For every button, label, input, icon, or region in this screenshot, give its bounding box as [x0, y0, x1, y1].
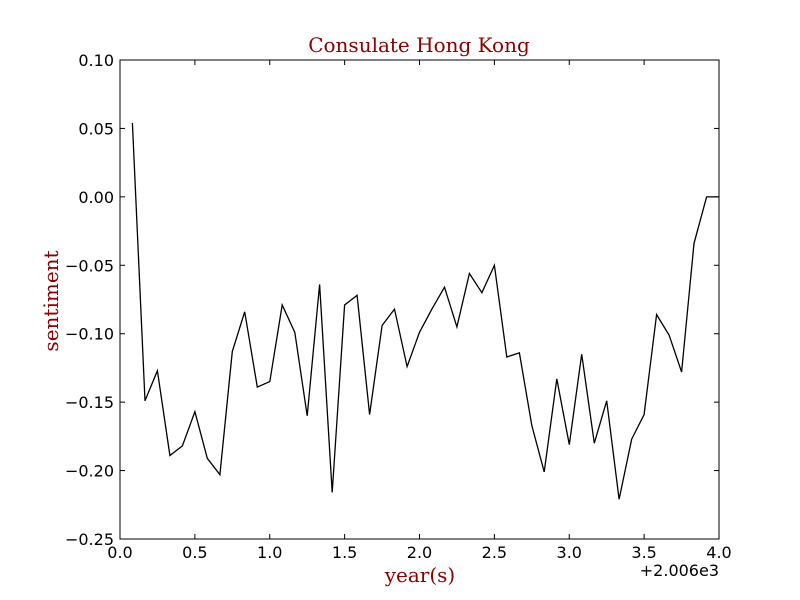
- y-tick-label: 0.10: [78, 51, 114, 70]
- x-tick-label: 3.0: [557, 543, 582, 562]
- y-tick-label: 0.05: [78, 119, 114, 138]
- x-axis-offset-label: +2.006e3: [640, 561, 719, 580]
- series-line-0: [131, 122, 719, 500]
- chart-title: Consulate Hong Kong: [308, 33, 530, 57]
- x-axis-title: year(s): [384, 563, 456, 587]
- y-tick-label: 0.00: [78, 188, 114, 207]
- x-tick-label: 1.5: [332, 543, 357, 562]
- x-tick-label: 1.0: [257, 543, 282, 562]
- x-tick-label: 4.0: [706, 543, 731, 562]
- y-tick-label: −0.25: [65, 530, 114, 549]
- plot-area: 0.0 0.5 1.0 1.5 2.0 2.5 3.0 3.5 4.0 0.10 0.05 0.00 −…: [65, 51, 732, 562]
- y-axis-title: sentiment: [39, 250, 63, 351]
- y-tick-label: −0.10: [65, 325, 114, 344]
- x-tick-label: 0.5: [182, 543, 207, 562]
- plot-frame: [119, 59, 720, 540]
- y-tick-label: −0.05: [65, 256, 114, 275]
- x-tick-label: 3.5: [631, 543, 656, 562]
- x-tick-label: 2.5: [482, 543, 507, 562]
- x-tick-label: 0.0: [107, 543, 132, 562]
- x-tick-label: 2.0: [407, 543, 432, 562]
- y-tick-label: −0.15: [65, 393, 114, 412]
- y-tick-label: −0.20: [65, 462, 114, 481]
